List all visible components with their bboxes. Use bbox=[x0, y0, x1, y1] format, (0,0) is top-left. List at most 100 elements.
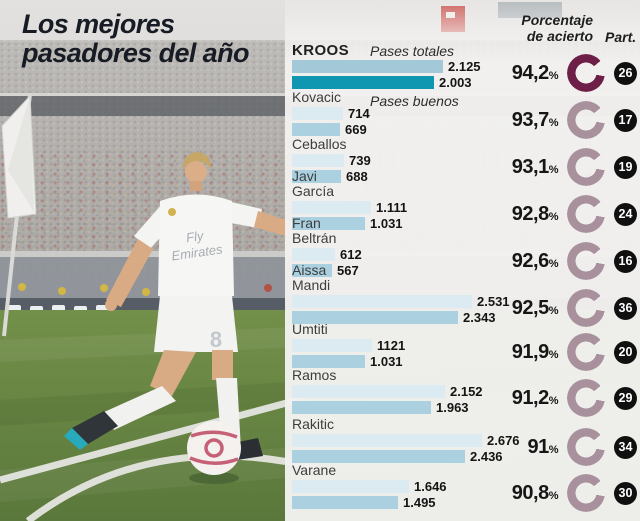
accuracy-ring-icon bbox=[567, 289, 605, 327]
player-name: Javi García bbox=[292, 168, 335, 199]
player-name: Ceballos bbox=[292, 136, 347, 152]
good-passes-bar bbox=[292, 400, 431, 414]
accuracy-column-header: Porcentaje de acierto bbox=[521, 12, 593, 45]
percent-sign: % bbox=[548, 210, 559, 223]
player-row: Fran Beltrán 612 567 92,6% 16 bbox=[292, 216, 640, 280]
accuracy-ring-icon bbox=[567, 54, 605, 92]
player-row: Aissa Mandi 2.531 2.343 92,5% 36 bbox=[292, 263, 640, 327]
good-passes-bar bbox=[292, 75, 434, 89]
percent-sign: % bbox=[548, 69, 559, 82]
chart-panel: Porcentaje de acierto Part. Pases totale… bbox=[285, 0, 640, 521]
matches-badge: 24 bbox=[614, 202, 637, 226]
total-passes-bar bbox=[292, 479, 409, 493]
pitch-lines bbox=[0, 394, 319, 521]
player-name: KROOS bbox=[292, 42, 350, 59]
good-passes-value: 2.003 bbox=[439, 74, 472, 90]
accuracy-ring-icon bbox=[567, 474, 605, 512]
page-title: Los mejores pasadores del año bbox=[22, 9, 249, 68]
good-passes-bar bbox=[292, 310, 458, 324]
player-row: KROOS 2.125 2.003 94,2% 26 bbox=[292, 43, 640, 92]
matches-badge: 29 bbox=[614, 386, 637, 410]
good-passes-bar bbox=[292, 122, 340, 136]
percent-sign: % bbox=[548, 443, 559, 456]
matches-badge: 26 bbox=[614, 61, 637, 85]
good-passes-value: 688 bbox=[346, 168, 368, 184]
corner-flag bbox=[1, 93, 37, 337]
accuracy-ring-icon bbox=[567, 379, 605, 417]
matches-badge: 20 bbox=[614, 340, 637, 364]
matches-badge: 19 bbox=[614, 155, 637, 179]
total-passes-value: 612 bbox=[340, 246, 362, 262]
percent-sign: % bbox=[548, 116, 559, 129]
good-passes-value: 1.963 bbox=[436, 399, 469, 415]
total-passes-bar bbox=[292, 338, 372, 352]
total-passes-value: 2.531 bbox=[477, 293, 510, 309]
percent-sign: % bbox=[548, 348, 559, 361]
total-passes-bar bbox=[292, 433, 482, 447]
good-passes-value: 1.031 bbox=[370, 215, 403, 231]
player-figure: Fly Emirates 8 bbox=[64, 152, 315, 462]
good-passes-bar bbox=[292, 169, 341, 183]
percent-sign: % bbox=[548, 394, 559, 407]
player-row: Rakitic 2.676 2.436 91% 34 bbox=[292, 417, 640, 466]
matches-column-header: Part. bbox=[605, 29, 637, 45]
percent-sign: % bbox=[548, 257, 559, 270]
good-passes-value: 567 bbox=[337, 262, 359, 278]
total-passes-value: 2.676 bbox=[487, 432, 520, 448]
percent-sign: % bbox=[548, 163, 559, 176]
accuracy-ring-icon bbox=[567, 195, 605, 233]
accuracy-ring-icon bbox=[567, 148, 605, 186]
matches-badge: 16 bbox=[614, 249, 637, 273]
player-name: Kovacic bbox=[292, 89, 342, 105]
total-passes-bar bbox=[292, 200, 371, 214]
total-passes-bar bbox=[292, 59, 443, 73]
total-passes-bar bbox=[292, 106, 343, 120]
good-passes-value: 669 bbox=[345, 121, 367, 137]
total-passes-value: 1.111 bbox=[376, 199, 408, 215]
legend-total-passes: Pases totales bbox=[370, 43, 455, 59]
total-passes-value: 2.152 bbox=[450, 383, 483, 399]
player-name: Ramos bbox=[292, 367, 337, 383]
accuracy-value: 92,5% bbox=[511, 296, 559, 319]
jersey-text-line2: Emirates bbox=[170, 241, 223, 263]
jersey-text-line1: Fly bbox=[185, 228, 206, 245]
total-passes-value: 2.125 bbox=[448, 58, 481, 74]
good-passes-bar bbox=[292, 263, 332, 277]
accuracy-value: 91,2% bbox=[511, 386, 559, 409]
matches-badge: 34 bbox=[614, 435, 637, 459]
shorts-number: 8 bbox=[210, 327, 222, 352]
matches-badge: 36 bbox=[614, 296, 637, 320]
matches-badge: 17 bbox=[614, 108, 637, 132]
matches-badge: 30 bbox=[614, 481, 637, 505]
total-passes-value: 739 bbox=[349, 152, 371, 168]
accuracy-ring-icon bbox=[567, 101, 605, 139]
total-passes-bar bbox=[292, 384, 445, 398]
accuracy-value: 92,8% bbox=[511, 202, 559, 225]
total-passes-bar bbox=[292, 294, 472, 308]
player-row: Ramos 2.152 1.963 91,2% 29 bbox=[292, 368, 640, 417]
player-row: Umtiti 1121 1.031 91,9% 20 bbox=[292, 322, 640, 371]
good-passes-value: 2.343 bbox=[463, 309, 496, 325]
player-row: Kovacic 714 669 93,7% 17 bbox=[292, 90, 640, 139]
player-row: Javi García 1.111 1.031 92,8% 24 bbox=[292, 169, 640, 233]
accuracy-value: 93,1% bbox=[511, 155, 559, 178]
total-passes-value: 1.646 bbox=[414, 478, 447, 494]
player-name: Umtiti bbox=[292, 321, 328, 337]
accuracy-value: 91,9% bbox=[511, 340, 559, 363]
player-row: Varane 1.646 1.495 90,8% 30 bbox=[292, 463, 640, 512]
accuracy-value: 91% bbox=[527, 435, 559, 458]
good-passes-bar bbox=[292, 354, 365, 368]
player-name: Rakitic bbox=[292, 416, 335, 432]
total-passes-value: 714 bbox=[348, 105, 370, 121]
accuracy-value: 92,6% bbox=[511, 249, 559, 272]
good-passes-bar bbox=[292, 216, 365, 230]
accuracy-ring-icon bbox=[567, 428, 605, 466]
percent-sign: % bbox=[548, 304, 559, 317]
player-row: Ceballos 739 688 93,1% 19 bbox=[292, 137, 640, 186]
good-passes-value: 2.436 bbox=[470, 448, 503, 464]
good-passes-value: 1.495 bbox=[403, 494, 436, 510]
accuracy-ring-icon bbox=[567, 333, 605, 371]
total-passes-value: 1121 bbox=[377, 337, 406, 353]
player-name: Varane bbox=[292, 462, 337, 478]
good-passes-bar bbox=[292, 495, 398, 509]
